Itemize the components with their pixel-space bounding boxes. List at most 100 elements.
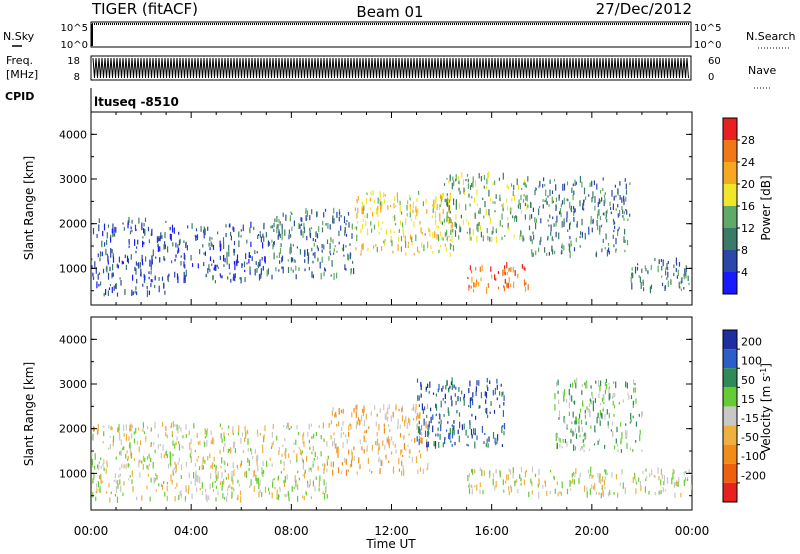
data-cell bbox=[504, 234, 506, 237]
data-cell bbox=[418, 420, 420, 425]
data-cell bbox=[429, 381, 431, 388]
data-cell bbox=[599, 410, 601, 416]
data-cell bbox=[125, 264, 127, 270]
data-cell bbox=[258, 483, 260, 490]
data-cell bbox=[136, 278, 138, 284]
data-cell bbox=[156, 475, 158, 480]
data-cell bbox=[265, 231, 267, 238]
data-cell bbox=[399, 424, 401, 429]
data-cell bbox=[618, 226, 620, 230]
data-cell bbox=[508, 486, 510, 491]
data-cell bbox=[566, 425, 568, 428]
data-cell bbox=[572, 194, 574, 201]
data-cell bbox=[563, 416, 565, 423]
data-cell bbox=[100, 477, 102, 484]
data-cell bbox=[416, 436, 418, 442]
data-cell bbox=[590, 399, 592, 405]
data-cell bbox=[523, 266, 525, 270]
data-cell bbox=[444, 401, 446, 404]
data-cell bbox=[183, 240, 185, 243]
data-cell bbox=[472, 398, 474, 406]
data-cell bbox=[509, 208, 511, 212]
data-cell bbox=[405, 240, 407, 248]
data-cell bbox=[409, 197, 411, 201]
data-cell bbox=[201, 482, 203, 489]
data-cell bbox=[277, 234, 279, 240]
data-cell bbox=[233, 251, 235, 256]
data-cell bbox=[385, 229, 387, 235]
data-cell bbox=[166, 495, 168, 501]
data-cell bbox=[623, 236, 625, 243]
data-cell bbox=[111, 286, 113, 293]
data-cell bbox=[513, 281, 515, 289]
data-cell bbox=[547, 237, 549, 241]
data-cell bbox=[679, 286, 681, 289]
data-cell bbox=[122, 447, 124, 450]
data-cell bbox=[531, 490, 533, 495]
date-label: 27/Dec/2012 bbox=[596, 0, 692, 18]
data-cell bbox=[175, 242, 177, 248]
data-cell bbox=[224, 461, 226, 465]
data-cell bbox=[332, 215, 334, 218]
data-cell bbox=[604, 413, 606, 420]
data-cell bbox=[142, 428, 144, 432]
data-cell bbox=[456, 410, 458, 414]
data-cell bbox=[333, 432, 335, 436]
data-cell bbox=[336, 250, 338, 253]
data-cell bbox=[613, 404, 616, 409]
data-cell bbox=[394, 215, 396, 221]
data-cell bbox=[625, 436, 627, 439]
data-cell bbox=[310, 467, 313, 473]
data-cell bbox=[432, 250, 434, 254]
data-cell bbox=[232, 426, 234, 433]
data-cell bbox=[254, 268, 256, 276]
data-cell bbox=[598, 209, 600, 216]
data-cell bbox=[444, 393, 446, 400]
data-cell bbox=[419, 467, 421, 472]
data-cell bbox=[123, 424, 125, 432]
data-cell bbox=[267, 240, 269, 247]
data-cell bbox=[542, 204, 544, 209]
data-cell bbox=[594, 398, 596, 403]
data-cell bbox=[547, 195, 549, 198]
data-cell bbox=[435, 433, 437, 437]
data-cell bbox=[364, 430, 366, 434]
data-cell bbox=[226, 496, 228, 503]
data-cell bbox=[100, 281, 102, 286]
data-cell bbox=[485, 399, 487, 404]
data-cell bbox=[129, 424, 131, 428]
data-cell bbox=[427, 383, 429, 388]
data-cell bbox=[680, 280, 682, 285]
data-cell bbox=[489, 474, 491, 479]
data-cell bbox=[534, 187, 537, 191]
data-cell bbox=[325, 482, 327, 485]
data-cell bbox=[341, 247, 344, 251]
data-cell bbox=[586, 380, 588, 385]
data-cell bbox=[473, 428, 475, 435]
data-cell bbox=[312, 252, 314, 256]
data-cell bbox=[570, 439, 572, 444]
data-cell bbox=[446, 211, 448, 218]
data-cell bbox=[667, 267, 669, 271]
data-cell bbox=[399, 200, 401, 206]
data-cell bbox=[212, 437, 214, 445]
data-cell bbox=[384, 444, 386, 450]
data-cell bbox=[297, 495, 299, 502]
data-cell bbox=[106, 491, 108, 494]
data-cell bbox=[607, 425, 609, 429]
cpid-text: ltuseq -8510 bbox=[94, 95, 179, 109]
data-cell bbox=[196, 234, 199, 241]
data-cell bbox=[566, 441, 568, 447]
data-cell bbox=[106, 265, 108, 273]
data-cell bbox=[293, 442, 295, 445]
data-cell bbox=[476, 228, 479, 232]
data-cell bbox=[170, 425, 172, 428]
freq-tick-bottom: 8 bbox=[74, 72, 80, 83]
data-cell bbox=[248, 252, 250, 258]
data-cell bbox=[474, 433, 476, 436]
data-cell bbox=[435, 413, 437, 417]
data-cell bbox=[302, 463, 304, 468]
data-cell bbox=[463, 393, 465, 398]
data-cell bbox=[455, 214, 457, 221]
data-cell bbox=[575, 416, 577, 420]
